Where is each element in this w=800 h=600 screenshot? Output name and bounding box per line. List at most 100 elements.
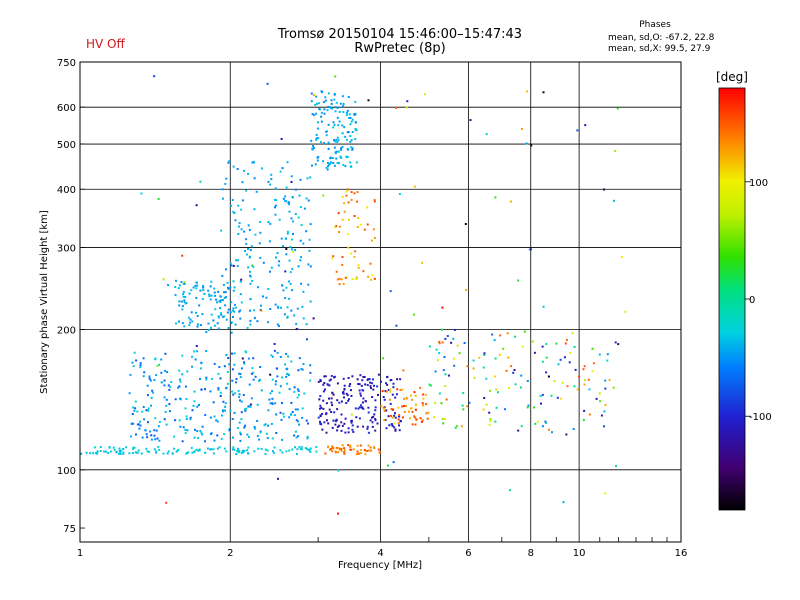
data-point (372, 378, 374, 381)
data-point (357, 217, 360, 219)
data-point (310, 92, 313, 95)
data-point (384, 390, 387, 392)
data-point (335, 446, 338, 449)
data-point (551, 431, 553, 434)
data-point (218, 366, 221, 368)
data-point (178, 300, 181, 303)
data-point (338, 120, 341, 123)
data-point (229, 409, 232, 412)
data-point (225, 450, 228, 453)
colorbar-ticks: 100 0 -100 (745, 178, 772, 423)
data-point (393, 426, 396, 429)
data-point (442, 369, 445, 372)
data-point (275, 432, 278, 434)
data-point (336, 399, 339, 402)
data-point (271, 390, 273, 393)
data-point (507, 356, 510, 359)
data-point (347, 427, 350, 430)
data-point (256, 420, 259, 422)
data-point (177, 386, 180, 389)
data-point (207, 328, 210, 331)
data-point (281, 451, 284, 454)
data-point (288, 388, 291, 391)
data-point (319, 404, 322, 407)
data-point (343, 202, 346, 205)
data-point (174, 294, 177, 297)
data-point (347, 246, 350, 249)
data-point (414, 394, 417, 397)
colorbar (718, 87, 746, 511)
data-point (287, 355, 290, 358)
data-point (309, 450, 312, 453)
data-point (334, 423, 337, 426)
data-point (244, 350, 247, 353)
data-point (462, 391, 465, 394)
data-point (269, 392, 272, 395)
data-point (183, 299, 186, 302)
data-point (415, 403, 417, 406)
data-point (380, 380, 382, 383)
data-point (350, 395, 353, 397)
data-point (286, 232, 289, 235)
data-point (342, 164, 345, 166)
data-point (193, 390, 196, 393)
data-point (158, 363, 161, 366)
data-point (338, 231, 341, 233)
data-point (244, 409, 247, 412)
data-point (328, 163, 330, 166)
data-point (548, 428, 550, 431)
data-point (340, 413, 343, 416)
data-point (282, 245, 285, 247)
data-point (453, 328, 456, 331)
data-point (238, 393, 241, 396)
x-tick-label: 16 (675, 548, 688, 559)
data-point (252, 378, 255, 381)
data-point (268, 240, 271, 243)
data-point (189, 416, 192, 419)
data-point (243, 362, 246, 365)
data-point (541, 425, 544, 428)
data-point (290, 238, 293, 241)
data-point (239, 280, 242, 283)
data-point (147, 407, 150, 410)
data-point (349, 383, 352, 385)
data-point (514, 335, 517, 338)
data-point (347, 431, 350, 434)
data-point (345, 392, 348, 395)
data-point (314, 163, 317, 166)
data-point (395, 107, 398, 109)
data-point (330, 99, 333, 102)
data-point (464, 223, 467, 225)
data-point (232, 264, 235, 267)
data-point (334, 152, 337, 155)
data-point (309, 371, 312, 374)
data-point (359, 374, 362, 377)
data-point (201, 313, 204, 316)
data-point (332, 446, 335, 449)
data-point (502, 347, 505, 350)
data-point (271, 378, 274, 381)
data-point (134, 400, 137, 403)
data-point (293, 314, 296, 317)
data-point (614, 341, 617, 344)
data-point (355, 161, 358, 164)
data-point (286, 306, 289, 309)
data-point (216, 420, 219, 423)
data-point (332, 162, 335, 164)
data-point (353, 114, 356, 116)
data-point (311, 147, 314, 150)
data-point (410, 407, 413, 410)
data-point (190, 289, 193, 292)
y-tick-label: 400 (57, 185, 76, 196)
data-point (274, 383, 277, 386)
data-point (438, 352, 441, 355)
data-point (306, 435, 309, 438)
data-point (225, 387, 228, 390)
data-point (217, 327, 220, 330)
data-point (604, 379, 607, 382)
data-point (269, 402, 272, 405)
data-point (344, 276, 347, 279)
data-point (248, 256, 251, 259)
data-point (413, 391, 416, 394)
data-point (342, 105, 344, 108)
